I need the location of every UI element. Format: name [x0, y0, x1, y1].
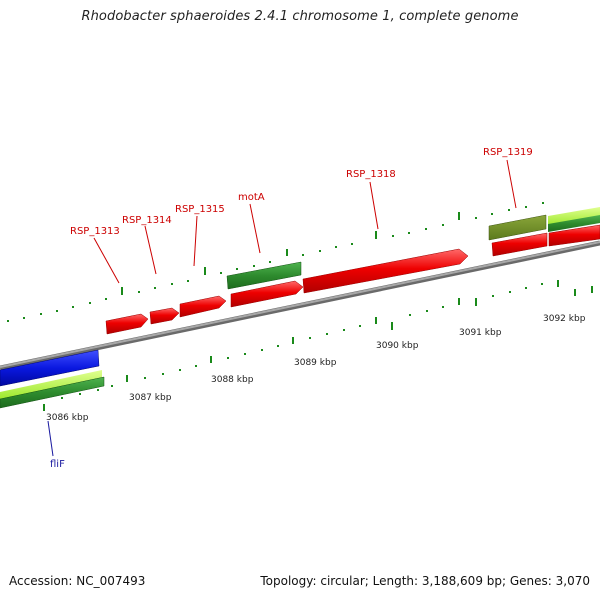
upper-tick-track — [7, 202, 544, 322]
feature-lime-left[interactable] — [0, 370, 102, 400]
scale-label: 3087 kbp — [129, 393, 172, 403]
gene-rsp-1316[interactable] — [230, 280, 304, 308]
gene-label-rsp-1318[interactable]: RSP_1318 — [346, 169, 396, 180]
gene-blue-left[interactable] — [0, 349, 100, 387]
map-title: Rhodobacter sphaeroides 2.4.1 chromosome… — [81, 9, 519, 24]
gene-rsp-1313[interactable] — [105, 313, 149, 335]
gene-rsp-1318[interactable] — [302, 248, 469, 294]
gene-rsp-1315[interactable] — [179, 295, 227, 318]
leader-rsp-1313 — [93, 237, 120, 284]
scale-label: 3089 kbp — [294, 358, 337, 368]
scale-labels: 3086 kbp 3087 kbp 3088 kbp 3089 kbp 3090… — [46, 314, 586, 423]
gene-label-rsp-1314[interactable]: RSP_1314 — [122, 215, 172, 226]
gene-label-rsp-1319[interactable]: RSP_1319 — [483, 147, 533, 158]
chromosome-backbone — [0, 240, 600, 371]
gene-label-mota[interactable]: motA — [238, 192, 265, 203]
leader-rsp-1314 — [144, 225, 157, 275]
leader-rsp-1318 — [369, 181, 379, 230]
leader-mota — [249, 203, 261, 254]
forward-gene-track — [105, 224, 600, 335]
label-leaders — [47, 159, 517, 457]
gene-rsp-1319[interactable] — [488, 214, 547, 241]
scale-label: 3091 kbp — [459, 328, 502, 338]
lower-tick-track — [43, 280, 593, 411]
gene-rsp-1314[interactable] — [149, 307, 180, 325]
gene-label-rsp-1313[interactable]: RSP_1313 — [70, 226, 120, 237]
gene-labels: RSP_1313 RSP_1314 RSP_1315 motA RSP_1318… — [50, 147, 533, 470]
leader-flif — [47, 420, 54, 457]
gene-flif[interactable] — [0, 376, 105, 409]
genome-summary-text: Topology: circular; Length: 3,188,609 bp… — [260, 574, 590, 588]
feature-green-right[interactable] — [548, 215, 600, 232]
scale-label: 3092 kbp — [543, 314, 586, 324]
accession-text: Accession: NC_007493 — [9, 574, 146, 588]
leader-rsp-1319 — [506, 159, 517, 209]
feature-lime-right[interactable] — [548, 207, 600, 226]
reverse-gene-track — [0, 207, 600, 409]
gene-rsp-1320[interactable] — [491, 232, 548, 257]
leader-rsp-1315 — [193, 215, 198, 267]
scale-label: 3090 kbp — [376, 341, 419, 351]
gene-mota[interactable] — [226, 261, 302, 290]
gene-rsp-1321[interactable] — [548, 224, 600, 247]
gene-label-flif[interactable]: fliF — [50, 459, 65, 470]
gene-label-rsp-1315[interactable]: RSP_1315 — [175, 204, 225, 215]
scale-label: 3086 kbp — [46, 413, 89, 423]
scale-label: 3088 kbp — [211, 375, 254, 385]
